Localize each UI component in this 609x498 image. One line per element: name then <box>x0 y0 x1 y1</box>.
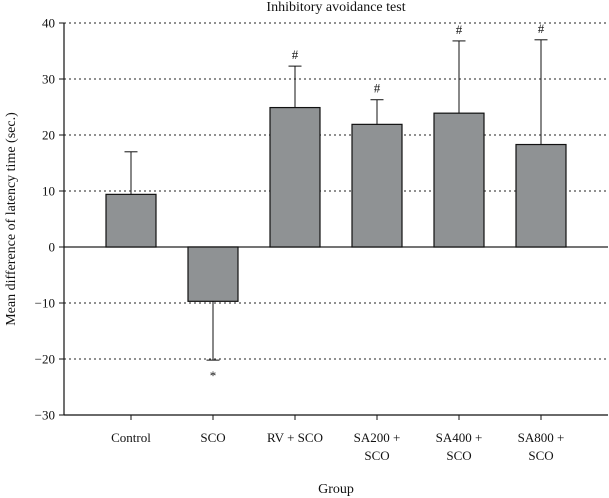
bar <box>433 112 485 248</box>
y-tick-label: 30 <box>42 72 55 87</box>
axes: 40 30 20 10 0 −10 −20 −30 Control SCO RV + SCO SA20… <box>35 16 608 463</box>
x-tick-label: SA400 + <box>436 430 483 445</box>
x-tick-label: SCO <box>528 448 553 463</box>
bar <box>269 106 321 248</box>
bar <box>351 123 403 248</box>
significance-marker: * <box>210 368 217 383</box>
x-tick-label: SCO <box>446 448 471 463</box>
significance-marker: # <box>292 47 299 62</box>
x-tick-label: SA800 + <box>518 430 565 445</box>
x-tick-label: RV + SCO <box>267 430 323 445</box>
y-tick-label: 20 <box>42 128 55 143</box>
bar <box>515 143 567 248</box>
x-tick-label: SA200 + <box>354 430 401 445</box>
grid-lines <box>64 22 608 360</box>
bar <box>105 193 157 248</box>
chart-title: Inhibitory avoidance test <box>266 0 405 15</box>
significance-marker: # <box>374 81 381 96</box>
y-tick-label: 0 <box>49 240 56 255</box>
y-axis-label: Mean difference of latency time (sec.) <box>4 112 19 326</box>
y-tick-label: 40 <box>42 16 55 31</box>
y-tick-label: 10 <box>42 184 55 199</box>
significance-marker: # <box>456 22 463 37</box>
x-tick-label: Control <box>111 430 151 445</box>
x-tick-label: SCO <box>364 448 389 463</box>
x-axis-label: Group <box>318 482 354 497</box>
y-tick-label: −10 <box>35 296 55 311</box>
bars-layer: * # # # # <box>105 21 567 383</box>
significance-marker: # <box>538 21 545 36</box>
bar <box>187 246 239 302</box>
x-tick-label: SCO <box>200 430 225 445</box>
y-tick-label: −30 <box>35 408 55 423</box>
y-tick-label: −20 <box>35 352 55 367</box>
